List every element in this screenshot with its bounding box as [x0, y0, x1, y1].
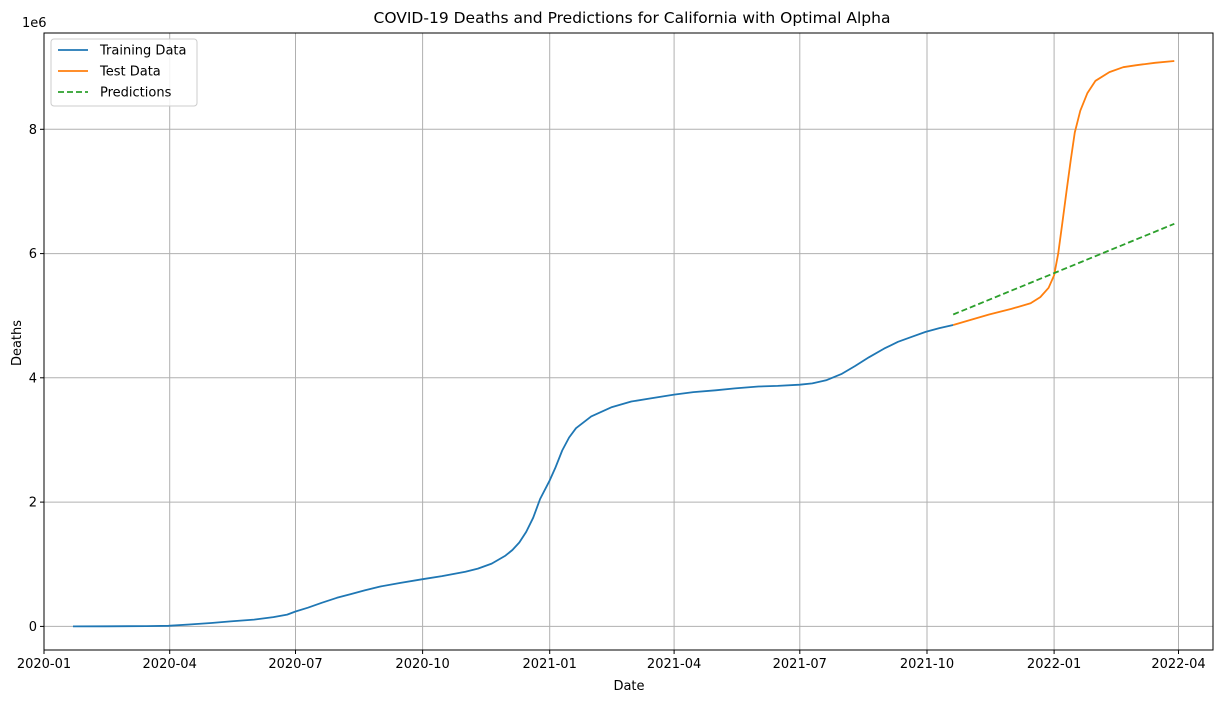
legend-label: Predictions — [100, 86, 172, 101]
legend-label: Training Data — [99, 44, 186, 59]
x-axis-label: Date — [613, 679, 644, 694]
plot-frame — [43, 32, 1214, 651]
legend-label: Test Data — [99, 65, 161, 80]
x-tick-label: 2022-04 — [1151, 657, 1205, 672]
y-tick-label: 4 — [29, 371, 37, 386]
y-axis-label: Deaths — [10, 320, 25, 366]
series-line-test-data — [952, 60, 1175, 326]
y-tick-label: 0 — [29, 620, 37, 635]
x-tick-label: 2020-07 — [268, 657, 322, 672]
y-tick-label: 2 — [29, 496, 37, 511]
x-tick-label: 2021-01 — [523, 657, 577, 672]
y-tick-label: 6 — [29, 247, 37, 262]
x-tick-label: 2022-01 — [1027, 657, 1081, 672]
chart-title: COVID-19 Deaths and Predictions for Cali… — [374, 9, 891, 27]
x-tick-label: 2021-04 — [647, 657, 701, 672]
series-line-training-data — [72, 324, 954, 628]
y-tick-label: 8 — [29, 123, 37, 138]
x-tick-label: 2021-07 — [773, 657, 827, 672]
ticks: 2020-01 2020-04 2020-07 2020-10 2021-01 2021-… — [17, 123, 1206, 672]
series-layer — [72, 60, 1175, 628]
grid — [43, 33, 1213, 650]
series-line-predictions — [952, 222, 1175, 316]
x-tick-label: 2020-10 — [395, 657, 449, 672]
x-tick-label: 2020-01 — [17, 657, 71, 672]
x-tick-label: 2021-10 — [900, 657, 954, 672]
x-tick-label: 2020-04 — [143, 657, 197, 672]
y-offset-label: 1e6 — [22, 16, 47, 31]
legend-box — [50, 38, 198, 107]
legend: Training Data Test Data Predictions — [50, 38, 198, 107]
